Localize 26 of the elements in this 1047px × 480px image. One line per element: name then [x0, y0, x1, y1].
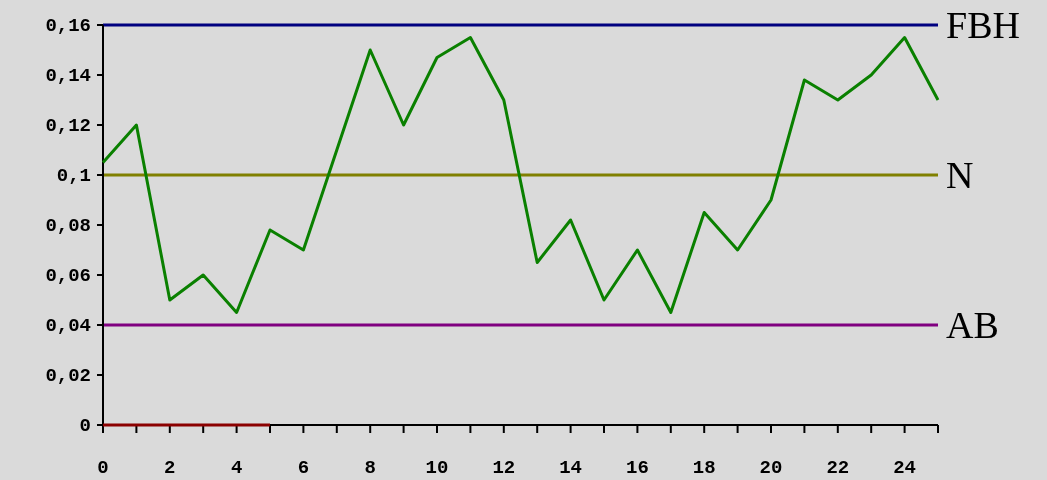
x-tick-label: 4 [230, 457, 243, 479]
line-series [101, 36, 940, 314]
y-tick-label: 0,02 [45, 365, 91, 387]
x-tick-label: 16 [625, 457, 649, 479]
y-tick-label: 0,14 [45, 65, 91, 87]
x-tick-label: 14 [559, 457, 583, 479]
ref-line-label: FBH [946, 4, 1020, 46]
ref-line-label: N [946, 154, 974, 196]
x-tick-label: 10 [425, 457, 449, 479]
x-tick-label: 24 [893, 457, 917, 479]
y-tick-label: 0,04 [45, 315, 91, 337]
y-tick-label: 0,06 [45, 265, 91, 287]
x-tick-label: 0 [97, 457, 109, 479]
y-tick-label: 0,12 [45, 115, 91, 137]
x-tick-label: 6 [297, 457, 310, 479]
y-tick-label: 0,08 [45, 215, 91, 237]
x-tick-label: 8 [364, 457, 376, 479]
x-tick-label: 22 [826, 457, 850, 479]
ref-line-label: AB [946, 304, 999, 346]
x-tick-label: 20 [759, 457, 783, 479]
y-tick-label: 0 [79, 415, 91, 437]
y-tick-label: 0,16 [45, 15, 91, 37]
x-tick-label: 12 [492, 457, 516, 479]
x-tick-label: 2 [164, 457, 176, 479]
x-tick-label: 18 [692, 457, 716, 479]
y-tick-label: 0,1 [56, 165, 91, 187]
